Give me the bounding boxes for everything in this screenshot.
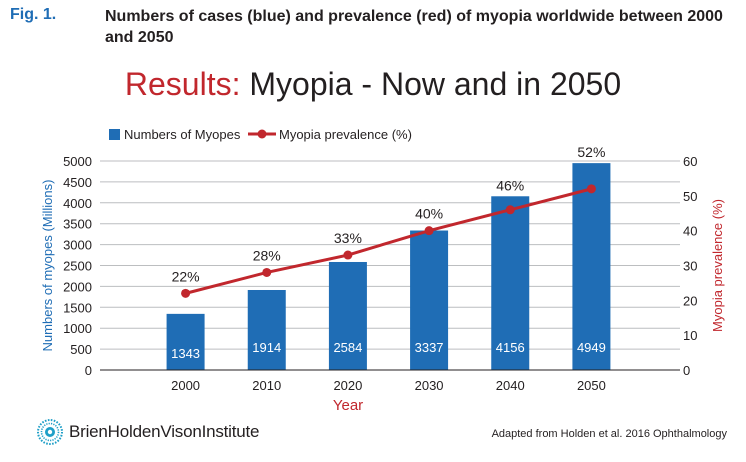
y2-tick-label: 60 [683,154,697,169]
figure-label: Fig. 1. [10,6,57,23]
x-tick-label: 2050 [577,378,606,393]
prevalence-label: 28% [253,247,281,263]
bar-2040 [491,196,530,370]
y2-tick-label: 40 [683,224,697,239]
y-axis-label: Numbers of myopes (Millions) [40,180,55,352]
bar-2050 [572,163,611,370]
y2-tick-label: 20 [683,293,697,308]
prevalence-label: 52% [577,144,605,160]
prevalence-point-2050 [586,184,596,194]
legend-bar-swatch [109,129,120,140]
y2-tick-label: 10 [683,328,697,343]
brand-block: BrienHoldenVisonInstitute [37,419,260,445]
bar-2030 [410,230,449,370]
brand-name: BrienHoldenVisonInstitute [69,422,260,441]
y2-tick-label: 0 [683,363,690,378]
prevalence-line [185,187,592,295]
figure-caption: Numbers of cases (blue) and prevalence (… [105,8,723,46]
bar-value-label: 4156 [496,340,525,355]
y2-axis-label: Myopia prevalence (%) [710,199,725,332]
prevalence-point-2000 [181,288,191,298]
prevalence-point-2040 [505,205,515,215]
bar-2000 [166,313,205,370]
x-tick-label: 2000 [171,378,200,393]
prevalence-label: 46% [496,177,524,193]
prevalence-label: 33% [334,230,362,246]
prevalence-label: 22% [172,268,200,284]
y-tick-label: 3000 [63,238,92,253]
y-tick-label: 4000 [63,196,92,211]
bar-value-label: 4949 [577,340,606,355]
slide-title-accent: Results: [124,66,241,102]
y-tick-label: 2000 [63,279,92,294]
slide-title-rest: Myopia - Now and in 2050 [240,66,622,102]
y-tick-label: 2500 [63,259,92,274]
y-tick-label: 0 [85,363,92,378]
y-tick-label: 1500 [63,300,92,315]
prevalence-point-2030 [424,226,434,236]
legend-line-marker [257,129,267,139]
x-axis-label: Year [333,397,363,414]
bar-2010 [247,289,286,370]
legend-bar-label: Numbers of Myopes [124,127,241,142]
prevalence-label: 40% [415,206,443,222]
y-tick-label: 3500 [63,217,92,232]
slide-title: Results: Myopia - Now and in 2050 [0,66,746,103]
x-tick-label: 2010 [252,378,281,393]
source-note: Adapted from Holden et al. 2016 Ophthalm… [491,428,727,440]
y-tick-label: 1000 [63,321,92,336]
y-tick-label: 5000 [63,154,92,169]
prevalence-point-2020 [343,250,353,260]
y-tick-label: 4500 [63,175,92,190]
x-tick-label: 2020 [333,378,362,393]
legend-line-label: Myopia prevalence (%) [279,127,412,142]
bar-2020 [328,261,367,370]
bar-value-label: 1914 [252,340,281,355]
eye-logo-icon [37,419,63,445]
prevalence-point-2010 [262,267,272,277]
bar-value-label: 1343 [171,346,200,361]
y2-tick-label: 30 [683,259,697,274]
bar-value-label: 3337 [415,340,444,355]
bar-value-label: 2584 [333,340,362,355]
x-tick-label: 2030 [415,378,444,393]
x-tick-label: 2040 [496,378,525,393]
y2-tick-label: 50 [683,189,697,204]
y-tick-label: 500 [70,342,92,357]
